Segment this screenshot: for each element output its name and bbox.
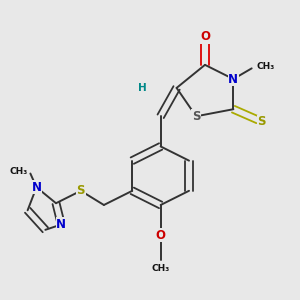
Text: O: O [200, 30, 210, 43]
Text: CH₃: CH₃ [256, 62, 275, 71]
Text: N: N [228, 73, 239, 85]
Text: O: O [156, 229, 166, 242]
Text: S: S [257, 115, 266, 128]
Text: N: N [32, 181, 41, 194]
Text: CH₃: CH₃ [152, 263, 170, 272]
Text: S: S [76, 184, 85, 197]
Text: H: H [138, 83, 146, 93]
Text: CH₃: CH₃ [9, 167, 28, 176]
Text: N: N [56, 218, 66, 231]
Text: S: S [192, 110, 200, 123]
